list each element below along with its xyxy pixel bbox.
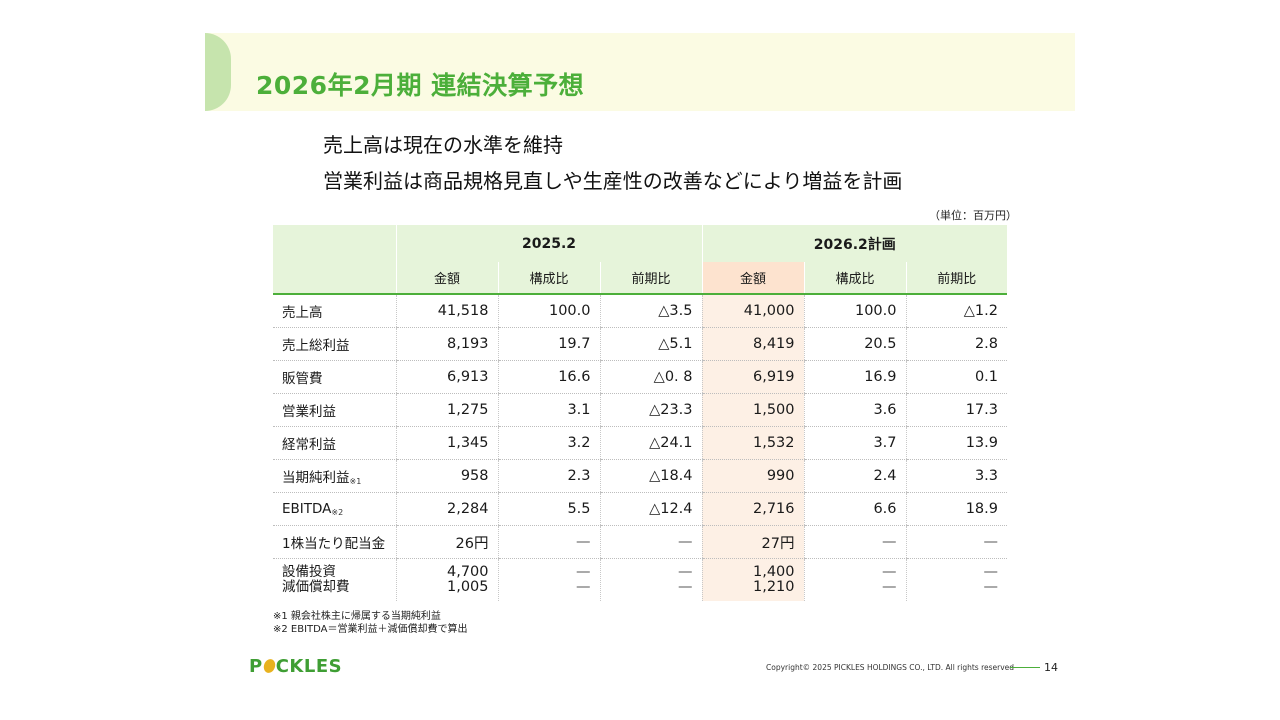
table-cell: 2,716	[701, 492, 804, 526]
table-cell: △5.1	[599, 327, 702, 361]
table-row: 売上高 41,518 100.0 △3.5 41,000 100.0 △1.2	[273, 294, 1007, 328]
table-cell: 5.5	[497, 492, 600, 526]
table-cell: 1,400 1,210	[701, 558, 804, 601]
row-label: 販管費	[273, 360, 396, 394]
table-cell: 17.3	[905, 393, 1007, 427]
row-label: 売上高	[273, 294, 396, 328]
page-number: 14	[1044, 661, 1058, 674]
table-cell: 3.3	[905, 459, 1007, 493]
footer-divider	[1010, 667, 1040, 668]
company-logo: P CKLES	[249, 656, 343, 677]
footnote-marker: ※1	[349, 477, 362, 486]
table-cell: 41,518	[395, 294, 498, 328]
table-cell: 100.0	[803, 294, 906, 328]
row-label: 当期純利益※1	[273, 459, 396, 493]
table-cell: 41,000	[701, 294, 804, 328]
col-amount-plan: 金額	[701, 262, 804, 294]
table-cell: —	[803, 525, 906, 559]
table-row: 当期純利益※1 958 2.3 △18.4 990 2.4 3.3	[273, 459, 1007, 493]
table-cell: —	[905, 525, 1007, 559]
page-title: 2026年2月期 連結決算予想	[256, 71, 585, 100]
table-cell: 26円	[395, 525, 498, 559]
table-cell: 19.7	[497, 327, 600, 361]
table-cell: 13.9	[905, 426, 1007, 460]
table-cell: 1,275	[395, 393, 498, 427]
table-cell: 20.5	[803, 327, 906, 361]
table-row: 売上総利益 8,193 19.7 △5.1 8,419 20.5 2.8	[273, 327, 1007, 361]
table-cell: △24.1	[599, 426, 702, 460]
forecast-table: 2025.2 2026.2計画 金額 構成比 前期比 金額 構成比 前期比 売上…	[273, 225, 1007, 601]
banner-accent	[205, 33, 231, 111]
table-cell: 8,419	[701, 327, 804, 361]
table-cell: —	[497, 525, 600, 559]
col-amount: 金額	[395, 262, 498, 294]
table-row: 営業利益 1,275 3.1 △23.3 1,500 3.6 17.3	[273, 393, 1007, 427]
table-cell: △0. 8	[599, 360, 702, 394]
table-cell: 6,913	[395, 360, 498, 394]
table-cell: 3.1	[497, 393, 600, 427]
footnotes: ※1 親会社株主に帰属する当期純利益 ※2 EBITDA＝営業利益＋減価償却費で…	[273, 610, 468, 636]
row-label: 経常利益	[273, 426, 396, 460]
table-cell: △18.4	[599, 459, 702, 493]
table-cell: 27円	[701, 525, 804, 559]
summary-line-1: 売上高は現在の水準を維持	[323, 133, 563, 157]
table-cell: 3.2	[497, 426, 600, 460]
table-cell: — —	[497, 558, 600, 601]
footnote-2: ※2 EBITDA＝営業利益＋減価償却費で算出	[273, 624, 468, 635]
period-header-2025: 2025.2	[395, 225, 702, 262]
table-cell: △23.3	[599, 393, 702, 427]
table-cell: 18.9	[905, 492, 1007, 526]
row-label: 営業利益	[273, 393, 396, 427]
row-label: 設備投資 減価償却費	[282, 564, 350, 595]
table-cell: 3.6	[803, 393, 906, 427]
table-row: 1株当たり配当金 26円 — — 27円 — —	[273, 525, 1007, 559]
table-cell: 1,500	[701, 393, 804, 427]
header-blank	[273, 225, 396, 294]
unit-label: （単位：百万円）	[929, 209, 1017, 222]
row-label: 売上総利益	[273, 327, 396, 361]
table-cell: 16.6	[497, 360, 600, 394]
table-cell: 3.7	[803, 426, 906, 460]
table-cell: 2.3	[497, 459, 600, 493]
table-cell: 6,919	[701, 360, 804, 394]
period-header-2026: 2026.2計画	[701, 225, 1007, 262]
table-cell: — —	[905, 558, 1007, 601]
table-cell: 4,700 1,005	[395, 558, 498, 601]
table-cell: 6.6	[803, 492, 906, 526]
table-cell: 0.1	[905, 360, 1007, 394]
row-label: EBITDA※2	[273, 492, 396, 526]
col-yoy-plan: 前期比	[905, 262, 1007, 294]
footnote-marker: ※2	[331, 508, 344, 517]
table-cell: 100.0	[497, 294, 600, 328]
table-cell: 2.8	[905, 327, 1007, 361]
footnote-1: ※1 親会社株主に帰属する当期純利益	[273, 611, 441, 622]
table-cell: △3.5	[599, 294, 702, 328]
table-cell: △1.2	[905, 294, 1007, 328]
row-label: 1株当たり配当金	[273, 525, 396, 559]
col-ratio-plan: 構成比	[803, 262, 906, 294]
table-cell: 2,284	[395, 492, 498, 526]
table-cell: — —	[803, 558, 906, 601]
title-banner	[205, 33, 1075, 111]
table-row: 販管費 6,913 16.6 △0. 8 6,919 16.9 0.1	[273, 360, 1007, 394]
table-cell: 2.4	[803, 459, 906, 493]
table-cell: 16.9	[803, 360, 906, 394]
table-cell: 958	[395, 459, 498, 493]
table-cell: 1,532	[701, 426, 804, 460]
copyright-text: Copyright© 2025 PICKLES HOLDINGS CO., LT…	[766, 663, 1015, 672]
table-row: EBITDA※2 2,284 5.5 △12.4 2,716 6.6 18.9	[273, 492, 1007, 526]
table-cell: 1,345	[395, 426, 498, 460]
leaf-icon	[261, 657, 277, 675]
summary-line-2: 営業利益は商品規格見直しや生産性の改善などにより増益を計画	[323, 169, 903, 193]
col-ratio: 構成比	[497, 262, 600, 294]
table-cell: —	[599, 525, 702, 559]
table-cell: △12.4	[599, 492, 702, 526]
table-cell: 990	[701, 459, 804, 493]
col-yoy: 前期比	[599, 262, 702, 294]
table-row: 設備投資 減価償却費 4,700 1,005 — — — — 1,400 1,210 —…	[273, 558, 1007, 601]
table-cell: 8,193	[395, 327, 498, 361]
table-row: 経常利益 1,345 3.2 △24.1 1,532 3.7 13.9	[273, 426, 1007, 460]
table-cell: — —	[599, 558, 702, 601]
